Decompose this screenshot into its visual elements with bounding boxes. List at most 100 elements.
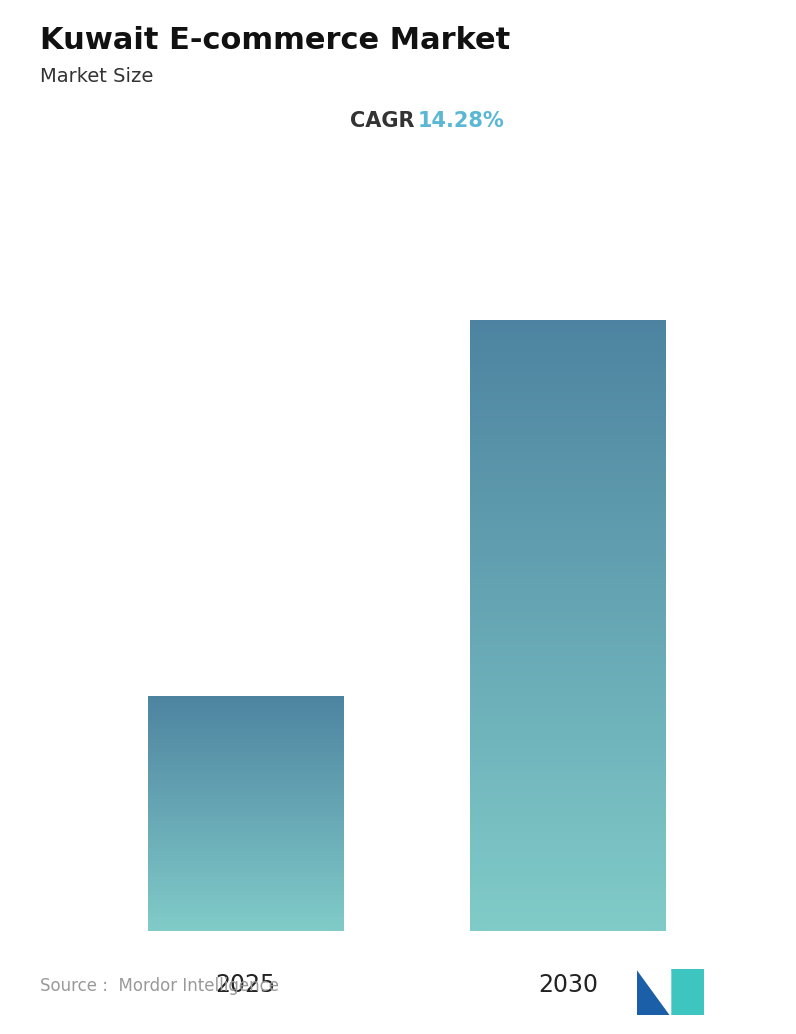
Bar — [470, 642, 666, 643]
Bar — [470, 483, 666, 485]
Bar — [470, 717, 666, 719]
Bar — [470, 910, 666, 912]
Bar — [470, 676, 666, 678]
Bar — [470, 670, 666, 672]
Bar — [470, 562, 666, 565]
Bar — [470, 815, 666, 817]
Bar — [470, 837, 666, 839]
Bar — [470, 355, 666, 357]
Bar — [470, 908, 666, 910]
Bar — [470, 409, 666, 412]
Bar — [470, 424, 666, 426]
Bar — [470, 790, 666, 792]
Bar — [470, 839, 666, 841]
Bar — [470, 640, 666, 642]
Bar — [470, 868, 666, 870]
Bar — [470, 434, 666, 436]
Bar — [470, 924, 666, 926]
Bar — [470, 653, 666, 656]
Bar — [470, 473, 666, 475]
Bar — [470, 706, 666, 708]
Bar — [470, 794, 666, 796]
Bar — [470, 601, 666, 603]
Bar — [470, 430, 666, 432]
Bar — [470, 754, 666, 756]
Bar — [470, 432, 666, 434]
Bar — [470, 714, 666, 717]
Bar — [470, 703, 666, 705]
Bar — [470, 554, 666, 556]
Bar — [470, 592, 666, 595]
Bar — [470, 525, 666, 527]
Bar — [470, 695, 666, 697]
Bar — [470, 735, 666, 737]
Bar — [470, 363, 666, 365]
Bar — [470, 470, 666, 473]
Bar — [470, 418, 666, 420]
Bar — [470, 521, 666, 523]
Bar — [470, 649, 666, 651]
Bar — [470, 340, 666, 342]
Bar — [470, 403, 666, 405]
Bar — [470, 890, 666, 892]
Bar — [470, 886, 666, 888]
Bar — [470, 595, 666, 597]
Bar — [470, 443, 666, 445]
Bar — [470, 565, 666, 567]
Bar — [470, 809, 666, 811]
Bar — [470, 638, 666, 640]
Bar — [470, 918, 666, 920]
Bar — [470, 514, 666, 515]
Bar — [470, 548, 666, 550]
Bar — [470, 802, 666, 804]
Polygon shape — [637, 969, 671, 1015]
Bar — [470, 752, 666, 754]
Bar — [470, 737, 666, 739]
Bar — [470, 450, 666, 452]
Bar — [470, 784, 666, 786]
Bar — [470, 544, 666, 546]
Bar — [470, 508, 666, 510]
Bar — [470, 487, 666, 489]
Bar — [470, 334, 666, 336]
Bar — [470, 739, 666, 741]
Bar — [470, 426, 666, 428]
Text: CAGR: CAGR — [350, 111, 422, 130]
Bar — [470, 874, 666, 876]
Bar — [470, 672, 666, 674]
Bar — [470, 466, 666, 468]
Bar — [470, 477, 666, 479]
Polygon shape — [671, 969, 704, 1015]
Bar — [470, 798, 666, 800]
Text: 14.28%: 14.28% — [418, 111, 505, 130]
Bar — [470, 531, 666, 534]
Bar — [470, 876, 666, 878]
Bar — [470, 645, 666, 647]
Bar — [470, 689, 666, 691]
Bar — [470, 733, 666, 735]
Bar — [470, 321, 666, 322]
Bar — [470, 412, 666, 414]
Bar — [470, 338, 666, 340]
Bar — [470, 899, 666, 900]
Bar — [470, 748, 666, 750]
Bar — [470, 827, 666, 829]
Polygon shape — [671, 969, 704, 1015]
Bar — [470, 540, 666, 542]
Bar — [470, 712, 666, 714]
Bar — [470, 647, 666, 649]
Bar — [470, 845, 666, 847]
Bar — [470, 719, 666, 721]
Bar — [470, 758, 666, 760]
Bar — [470, 624, 666, 626]
Bar — [470, 841, 666, 843]
Bar — [470, 603, 666, 605]
Bar — [470, 682, 666, 685]
Bar — [470, 773, 666, 776]
Text: 2030: 2030 — [538, 973, 598, 998]
Bar — [470, 926, 666, 929]
Bar — [470, 863, 666, 865]
Bar — [470, 387, 666, 389]
Bar — [470, 534, 666, 536]
Bar — [470, 468, 666, 470]
